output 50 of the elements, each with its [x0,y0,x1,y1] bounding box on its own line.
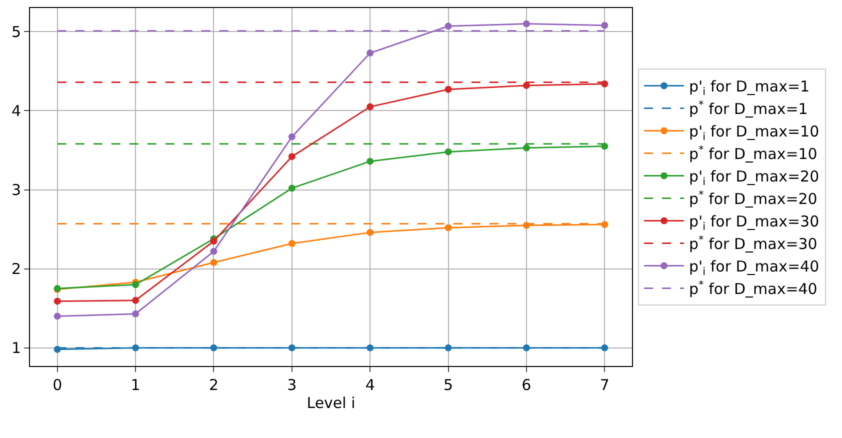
y-tick-label: 3 [11,181,21,200]
legend-label: p'$_{i}$ for D_max=40 [689,258,820,278]
point [288,184,296,192]
legend-label: p$^{*}$ for D_max=40 [689,278,818,298]
y-tick-label: 2 [11,260,21,278]
point [54,298,61,305]
x-tick-label: 3 [287,376,297,394]
point [288,133,296,140]
point [132,310,140,318]
x-tick-label: 5 [443,376,454,394]
point [210,238,218,245]
point [444,344,452,352]
legend-label: p'$_{i}$ for D_max=1 [689,78,810,98]
point [210,258,218,266]
point [288,240,296,248]
point [288,153,296,160]
point [444,86,452,93]
legend-label: p$^{*}$ for D_max=20 [689,188,818,208]
legend-label: p'$_{i}$ for D_max=30 [689,212,820,233]
point [366,50,374,57]
y-tick-label: 5 [11,22,21,41]
x-tick-label: 1 [130,376,140,394]
point [522,144,530,152]
point [366,103,374,110]
point [444,22,452,30]
point [54,312,61,320]
y-tick-label: 4 [11,102,21,120]
point [210,248,218,255]
point [601,22,608,29]
x-tick-label: 2 [208,376,219,394]
legend-label: p'$_{i}$ for D_max=20 [689,168,820,188]
point [522,82,530,89]
legend-label: p'$_{i}$ for D_max=10 [689,122,820,143]
point [366,158,374,165]
point [132,281,140,288]
y-tick-label: 1 [11,339,21,358]
legend-label: p$^{*}$ for D_max=30 [689,234,818,254]
point [522,20,530,28]
point [132,296,140,304]
x-tick-label: 7 [600,376,610,394]
point [210,344,218,352]
point [444,148,452,156]
legend-label: p$^{*}$ for D_max=10 [689,144,818,164]
x-tick-label: 4 [365,376,375,394]
point [444,224,452,232]
x-axis-title: Level i [306,394,356,412]
x-tick-label: 0 [52,376,62,394]
legend-label: p$^{*}$ for D_max=1 [689,98,808,118]
x-tick-label: 6 [522,376,532,394]
point [366,228,374,236]
